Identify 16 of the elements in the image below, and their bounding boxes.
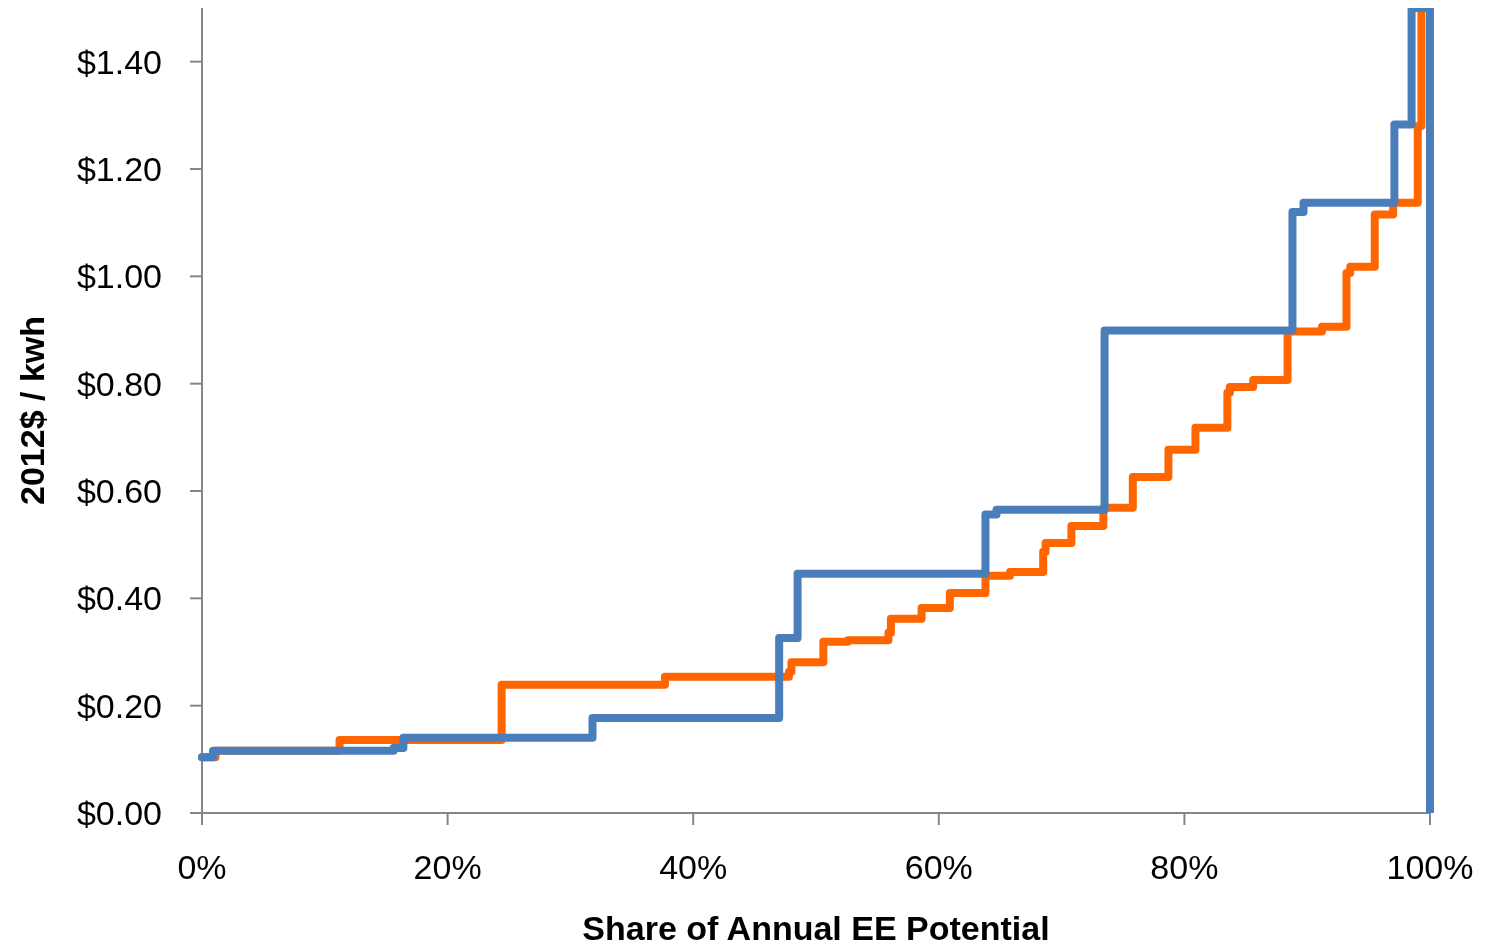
- y-tick-label: $0.60: [76, 471, 162, 510]
- y-tick-label: $1.00: [76, 257, 162, 296]
- x-tick-label: 20%: [413, 848, 482, 886]
- x-tick-label: 60%: [904, 848, 973, 886]
- x-tick-label: 0%: [177, 848, 227, 886]
- x-axis-title: Share of Annual EE Potential: [582, 909, 1050, 946]
- x-tick-label: 100%: [1386, 848, 1474, 886]
- x-tick-label: 40%: [659, 848, 728, 886]
- y-tick-label: $0.20: [76, 686, 162, 725]
- y-tick-label: $1.20: [76, 149, 162, 188]
- y-axis-title: 2012$ / kwh: [13, 315, 51, 506]
- y-tick-label: $1.40: [76, 42, 162, 81]
- y-tick-label: $0.00: [76, 793, 162, 832]
- y-tick-label: $0.40: [76, 579, 162, 618]
- y-tick-label: $0.80: [76, 364, 162, 403]
- x-tick-label: 80%: [1150, 848, 1219, 886]
